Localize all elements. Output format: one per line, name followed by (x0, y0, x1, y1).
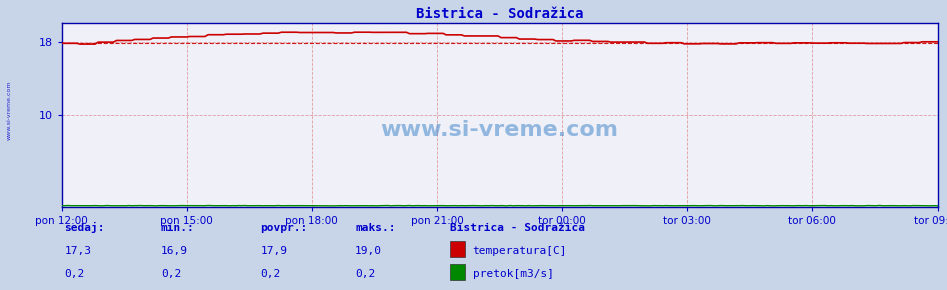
Title: Bistrica - Sodražica: Bistrica - Sodražica (416, 7, 583, 21)
Text: 17,9: 17,9 (260, 246, 288, 256)
Text: pretok[m3/s]: pretok[m3/s] (473, 269, 554, 279)
Text: sedaj:: sedaj: (64, 222, 105, 233)
Text: www.si-vreme.com: www.si-vreme.com (381, 120, 618, 140)
Text: maks.:: maks.: (355, 222, 396, 233)
Text: 16,9: 16,9 (161, 246, 188, 256)
Text: 0,2: 0,2 (260, 269, 280, 279)
Text: 17,3: 17,3 (64, 246, 92, 256)
Text: 0,2: 0,2 (64, 269, 84, 279)
Text: 0,2: 0,2 (355, 269, 375, 279)
Text: 19,0: 19,0 (355, 246, 383, 256)
Text: min.:: min.: (161, 222, 195, 233)
Text: 0,2: 0,2 (161, 269, 181, 279)
Text: Bistrica - Sodražica: Bistrica - Sodražica (450, 222, 585, 233)
Text: temperatura[C]: temperatura[C] (473, 246, 567, 256)
Text: www.si-vreme.com: www.si-vreme.com (7, 80, 12, 140)
Text: povpr.:: povpr.: (260, 222, 308, 233)
